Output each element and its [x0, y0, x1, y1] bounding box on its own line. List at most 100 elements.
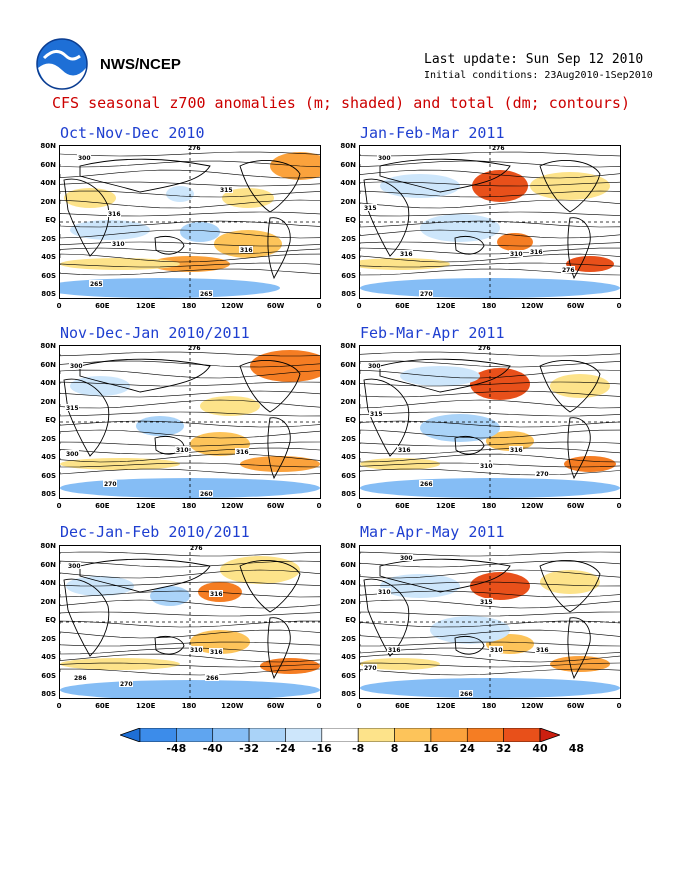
height-contour [360, 360, 620, 368]
lat-tick-label: EQ [345, 416, 356, 424]
coastline [454, 635, 485, 655]
height-contour [360, 429, 620, 439]
coastline [379, 558, 511, 593]
colorbar-label: -40 [202, 742, 223, 755]
lon-tick-label: 120E [135, 702, 156, 710]
contour-label: 300 [368, 363, 381, 370]
lat-tick-label: 60S [341, 471, 356, 480]
org-name: NWS/NCEP [100, 56, 181, 73]
anomaly-shading [60, 658, 180, 670]
colorbar-swatch [120, 728, 141, 742]
lon-tick-label: 120W [521, 502, 544, 510]
contour-label: 300 [78, 155, 91, 162]
height-contour [360, 411, 620, 417]
anomaly-shading [60, 680, 320, 698]
lat-tick-label: 60N [40, 560, 56, 569]
lat-tick-label: 40S [41, 453, 56, 461]
coastline [239, 160, 301, 213]
contour-label: 316 [236, 449, 249, 456]
contour-label: 316 [530, 249, 543, 256]
lon-tick-label: 60E [395, 702, 410, 710]
anomaly-shading [214, 230, 282, 258]
lon-tick-label: 120W [221, 502, 244, 510]
panel-title: Oct-Nov-Dec 2010 [60, 124, 205, 142]
colorbar-label: -16 [311, 742, 332, 755]
lat-tick-label: 20N [340, 597, 356, 606]
contour-label: 276 [562, 267, 575, 274]
coastline [267, 217, 291, 280]
lon-tick-label: 0 [316, 302, 322, 310]
height-contour [360, 653, 620, 663]
contour-label: 300 [378, 155, 391, 162]
height-contour [60, 462, 320, 468]
height-contour [60, 247, 320, 255]
lat-tick-label: 80S [41, 690, 56, 698]
anomaly-shading [360, 258, 450, 270]
lon-tick-label: 180 [481, 702, 497, 710]
height-contour [360, 199, 620, 209]
map-panel: 300 310 315 316 310 316 270 266 [359, 545, 621, 699]
contour-label: 270 [104, 481, 117, 488]
map-panel: 276 300 315 316 310 316 270 266 [359, 345, 621, 499]
height-contour [60, 399, 320, 409]
anomaly-shading [497, 233, 533, 251]
height-contour [60, 590, 320, 598]
anomaly-shading [540, 570, 600, 594]
contour-label: 316 [240, 247, 253, 254]
panel-title: Nov-Dec-Jan 2010/2011 [60, 324, 250, 342]
height-contour [360, 351, 620, 357]
height-contour [60, 560, 320, 568]
contour-label: 300 [70, 363, 83, 370]
contour-label: 316 [108, 211, 121, 218]
coastline [154, 235, 185, 255]
lat-tick-label: 60N [40, 360, 56, 369]
coastline [567, 417, 591, 480]
height-contour [60, 599, 320, 609]
lon-tick-label: 180 [181, 702, 197, 710]
contour-label: 316 [398, 447, 411, 454]
lat-tick-label: 80N [340, 142, 356, 150]
height-contour [360, 169, 620, 179]
lon-tick-label: 120E [435, 702, 456, 710]
height-contour [360, 441, 620, 447]
map-panel: 276 300 315 310 316 300 270 260 [59, 345, 321, 499]
lat-tick-label: 40S [341, 453, 356, 461]
lon-tick-label: 0 [316, 702, 322, 710]
lon-tick-label: 0 [616, 502, 622, 510]
height-contour [60, 653, 320, 663]
colorbar-label: 32 [495, 742, 512, 755]
lon-tick-label: 0 [356, 502, 362, 510]
anomaly-shading [70, 220, 150, 240]
coastline [79, 558, 211, 593]
lat-tick-label: 60N [40, 160, 56, 169]
height-contour [360, 369, 620, 379]
anomaly-shading [60, 258, 180, 270]
anomaly-shading [550, 374, 610, 398]
lon-tick-label: 60W [266, 302, 285, 310]
initial-conditions: Initial conditions: 23Aug2010-1Sep2010 [424, 70, 653, 81]
colorbar-label: 48 [568, 742, 585, 755]
anomaly-shading [60, 278, 280, 298]
lat-tick-label: 40N [340, 379, 356, 387]
anomaly-map: 276 300 315 310 316 300 270 260 [60, 346, 320, 498]
panel-title: Jan-Feb-Mar 2011 [360, 124, 505, 142]
anomaly-shading [360, 458, 440, 470]
coastline [567, 217, 591, 280]
anomaly-shading [136, 416, 184, 436]
height-contour [360, 599, 620, 609]
map-panel: 276 300 315 316 310 316 265 265 [59, 145, 321, 299]
lat-tick-label: 80N [40, 342, 56, 350]
lat-tick-label: 20N [40, 597, 56, 606]
contour-label: 276 [190, 546, 203, 552]
anomaly-shading [60, 478, 320, 498]
coastline [239, 360, 301, 413]
height-contour [360, 229, 620, 239]
contour-label: 270 [364, 665, 377, 672]
height-contour [60, 369, 320, 379]
anomaly-map: 276 300 315 316 310 316 276 270 [360, 146, 620, 298]
colorbar-label: 24 [459, 742, 475, 755]
height-contour [360, 668, 620, 676]
contour-label: 270 [420, 291, 433, 298]
contour-label: 316 [536, 647, 549, 654]
lat-tick-label: EQ [345, 216, 356, 224]
